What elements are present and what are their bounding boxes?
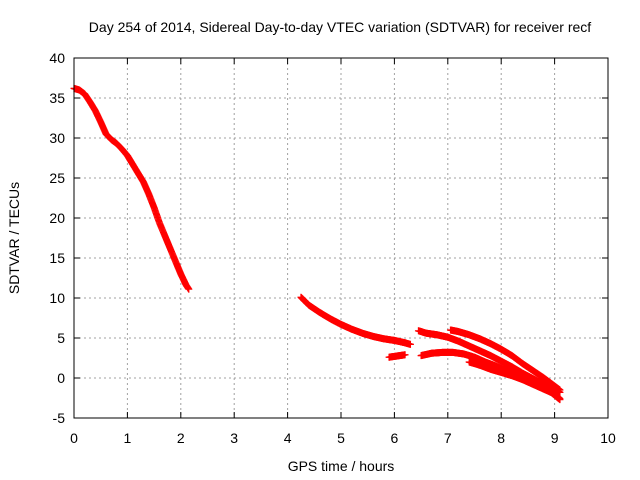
y-axis-label: SDTVAR / TECUs [6,182,22,294]
data-point [401,351,409,359]
y-tick-label: 5 [57,330,65,346]
x-tick-label: 8 [497,430,505,446]
y-tick-label: 10 [49,290,65,306]
x-tick-label: 9 [551,430,559,446]
x-tick-label: 7 [444,430,452,446]
y-tick-label: 25 [49,170,65,186]
data-point [185,285,193,293]
data-point [556,386,564,394]
x-tick-label: 10 [600,430,616,446]
series-arc-2 [297,293,414,348]
x-tick-label: 0 [70,430,78,446]
y-tick-label: 30 [49,130,65,146]
data-point [556,395,564,403]
plot-area [70,84,564,404]
y-tick-label: 20 [49,210,65,226]
plot-border [73,57,609,419]
x-axis-label: GPS time / hours [288,458,395,474]
data-point [406,340,414,348]
chart-title: Day 254 of 2014, Sidereal Day-to-day VTE… [89,19,591,35]
series-arc-1 [70,84,193,293]
y-tick-label: 40 [49,50,65,66]
x-tick-label: 4 [284,430,292,446]
x-tick-label: 1 [124,430,132,446]
x-tick-label: 2 [177,430,185,446]
x-tick-label: 6 [391,430,399,446]
y-tick-label: 15 [49,250,65,266]
x-tick-label: 5 [337,430,345,446]
y-tick-label: 0 [57,370,65,386]
y-tick-label: -5 [53,410,66,426]
series-arc-4 [414,327,564,396]
x-tick-label: 3 [230,430,238,446]
series-arc-6 [446,326,564,394]
series-arc-7 [465,358,564,403]
y-tick-label: 35 [49,90,65,106]
series-arc-3 [385,351,409,361]
grid [74,58,608,418]
